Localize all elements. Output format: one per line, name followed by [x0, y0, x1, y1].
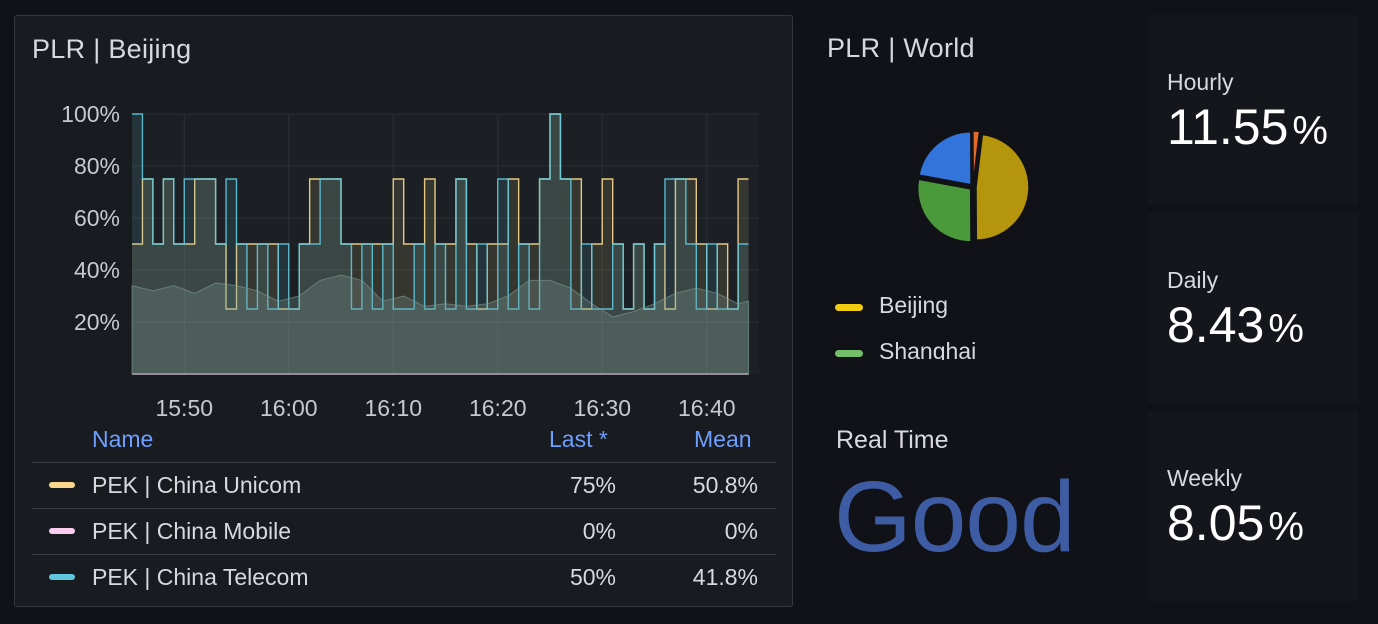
legend-header-name[interactable]: Name: [92, 426, 154, 452]
pie-chart[interactable]: [908, 120, 1038, 250]
legend-last-value: 75%: [569, 472, 616, 498]
stat-label: Hourly: [1167, 69, 1234, 95]
pie-slice-3[interactable]: [972, 130, 981, 185]
pie-slice-2[interactable]: [918, 130, 972, 186]
stat-unit: %: [1268, 307, 1304, 351]
x-tick-label: 16:10: [364, 395, 422, 421]
x-tick-label: 15:50: [155, 395, 213, 421]
legend-last-value: 0%: [582, 518, 616, 544]
legend-divider: [32, 462, 776, 463]
pie-legend-label: Shanghai: [879, 338, 977, 360]
stat-unit: %: [1292, 109, 1328, 153]
stat-label: Daily: [1167, 267, 1219, 293]
legend-series-name: PEK | China Telecom: [92, 564, 309, 590]
legend-mean-value: 0%: [724, 518, 758, 544]
panel-title[interactable]: PLR | Beijing: [32, 34, 192, 64]
legend-header-mean[interactable]: Mean: [694, 426, 752, 452]
x-tick-label: 16:40: [678, 395, 736, 421]
stat-value: 8.05%: [1167, 494, 1304, 552]
stat-number: 8.43: [1167, 297, 1265, 353]
y-tick-label: 60%: [74, 205, 120, 231]
legend-mean-value: 50.8%: [692, 472, 758, 498]
x-tick-label: 16:20: [469, 395, 527, 421]
pie-slice-beijing[interactable]: [975, 133, 1030, 241]
stat-unit: %: [1268, 505, 1304, 549]
series-color-swatch: [835, 350, 863, 357]
panel-title[interactable]: PLR | World: [827, 33, 975, 63]
x-tick-label: 16:30: [573, 395, 631, 421]
series-color-swatch: [835, 304, 863, 311]
legend-row-china-mobile[interactable]: PEK | China Mobile 0% 0%: [32, 509, 776, 554]
beijing-panel: PLR | Beijing 100% 80% 60% 40% 20% 15:50 16:00…: [14, 15, 793, 607]
legend-divider: [32, 508, 776, 509]
series-color-swatch: [49, 528, 75, 534]
daily-stat-panel: Daily 8.43%: [1148, 213, 1358, 403]
y-tick-label: 100%: [61, 101, 120, 127]
panel-title[interactable]: Real Time: [836, 426, 949, 454]
series-color-swatch: [49, 482, 75, 488]
series-mean-area: [131, 274, 750, 375]
legend-row-china-telecom[interactable]: PEK | China Telecom 50% 41.8%: [32, 555, 776, 600]
legend-mean-value: 41.8%: [692, 564, 758, 590]
pie-legend: Beijing Shanghai: [808, 290, 1138, 360]
hourly-stat-panel: Hourly 11.55%: [1148, 15, 1358, 205]
x-tick-label: 16:00: [260, 395, 318, 421]
stat-label: Weekly: [1167, 465, 1242, 491]
legend-divider: [32, 554, 776, 555]
pie-slice-shanghai[interactable]: [916, 178, 972, 243]
legend-series-name: PEK | China Unicom: [92, 472, 302, 498]
series-line-pek-china-telecom: [132, 113, 749, 310]
realtime-panel: Real Time Good: [808, 410, 1138, 600]
realtime-status-value: Good: [834, 461, 1076, 573]
y-tick-label: 20%: [74, 309, 120, 335]
stat-value: 11.55%: [1167, 98, 1328, 156]
legend-header-last[interactable]: Last *: [549, 426, 608, 452]
pie-legend-label: Beijing: [879, 292, 949, 318]
stat-value: 8.43%: [1167, 296, 1304, 354]
weekly-stat-panel: Weekly 8.05%: [1148, 411, 1358, 601]
legend-row-china-unicom[interactable]: PEK | China Unicom 75% 50.8%: [32, 463, 776, 508]
y-tick-label: 40%: [74, 257, 120, 283]
legend-last-value: 50%: [569, 564, 616, 590]
y-tick-label: 80%: [74, 153, 120, 179]
stat-number: 8.05: [1167, 495, 1265, 551]
series-color-swatch: [49, 574, 75, 580]
stat-number: 11.55: [1167, 99, 1289, 155]
time-series-chart[interactable]: 100% 80% 60% 40% 20% 15:50 16:00 16:10 16:20 16:3…: [15, 16, 794, 426]
legend-series-name: PEK | China Mobile: [92, 518, 292, 544]
world-panel: PLR | World Beijing Shanghai: [808, 15, 1138, 360]
